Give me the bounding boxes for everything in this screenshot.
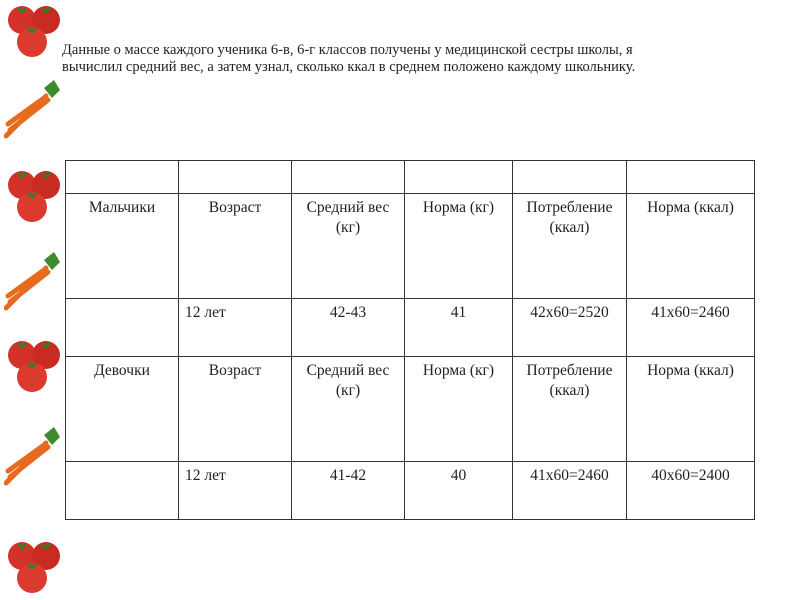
header-cell: Мальчики xyxy=(65,193,179,299)
cell: 42x60=2520 xyxy=(512,298,627,357)
carrot-icon xyxy=(4,80,60,139)
tomato-icon xyxy=(8,341,60,392)
cell: 41x60=2460 xyxy=(626,298,755,357)
cell xyxy=(65,461,179,520)
tomato-icon xyxy=(8,6,60,57)
girls-data-row: 12 лет 41-42 40 41x60=2460 40x60=2400 xyxy=(65,461,755,520)
boys-data-row: 12 лет 42-43 41 42x60=2520 41x60=2460 xyxy=(65,298,755,357)
girls-header-row: Девочки Возраст Средний вес (кг) Норма (… xyxy=(65,356,755,462)
cell xyxy=(65,298,179,357)
header-cell: Средний вес (кг) xyxy=(291,193,405,299)
cell: 40 xyxy=(404,461,513,520)
boys-header-row: Мальчики Возраст Средний вес (кг) Норма … xyxy=(65,193,755,299)
cell: 41-42 xyxy=(291,461,405,520)
header-cell: Потребление (ккал) xyxy=(512,356,627,462)
header-cell: Девочки xyxy=(65,356,179,462)
tomato-icon xyxy=(8,171,60,222)
cell: 12 лет xyxy=(178,461,292,520)
carrot-icon xyxy=(4,252,60,311)
header-cell: Норма (ккал) xyxy=(626,193,755,299)
cell: 40x60=2400 xyxy=(626,461,755,520)
empty-row xyxy=(65,160,755,194)
header-cell: Норма (кг) xyxy=(404,356,513,462)
header-cell: Средний вес (кг) xyxy=(291,356,405,462)
header-cell: Норма (кг) xyxy=(404,193,513,299)
cell: 42-43 xyxy=(291,298,405,357)
cell: 41x60=2460 xyxy=(512,461,627,520)
header-cell: Норма (ккал) xyxy=(626,356,755,462)
cell: 12 лет xyxy=(178,298,292,357)
intro-text: Данные о массе каждого ученика 6-в, 6-г … xyxy=(62,42,636,75)
header-cell: Возраст xyxy=(178,193,292,299)
carrot-icon xyxy=(4,427,60,486)
header-cell: Возраст xyxy=(178,356,292,462)
calorie-table: Мальчики Возраст Средний вес (кг) Норма … xyxy=(65,160,755,520)
header-cell: Потребление (ккал) xyxy=(512,193,627,299)
cell: 41 xyxy=(404,298,513,357)
tomato-icon xyxy=(8,542,60,593)
